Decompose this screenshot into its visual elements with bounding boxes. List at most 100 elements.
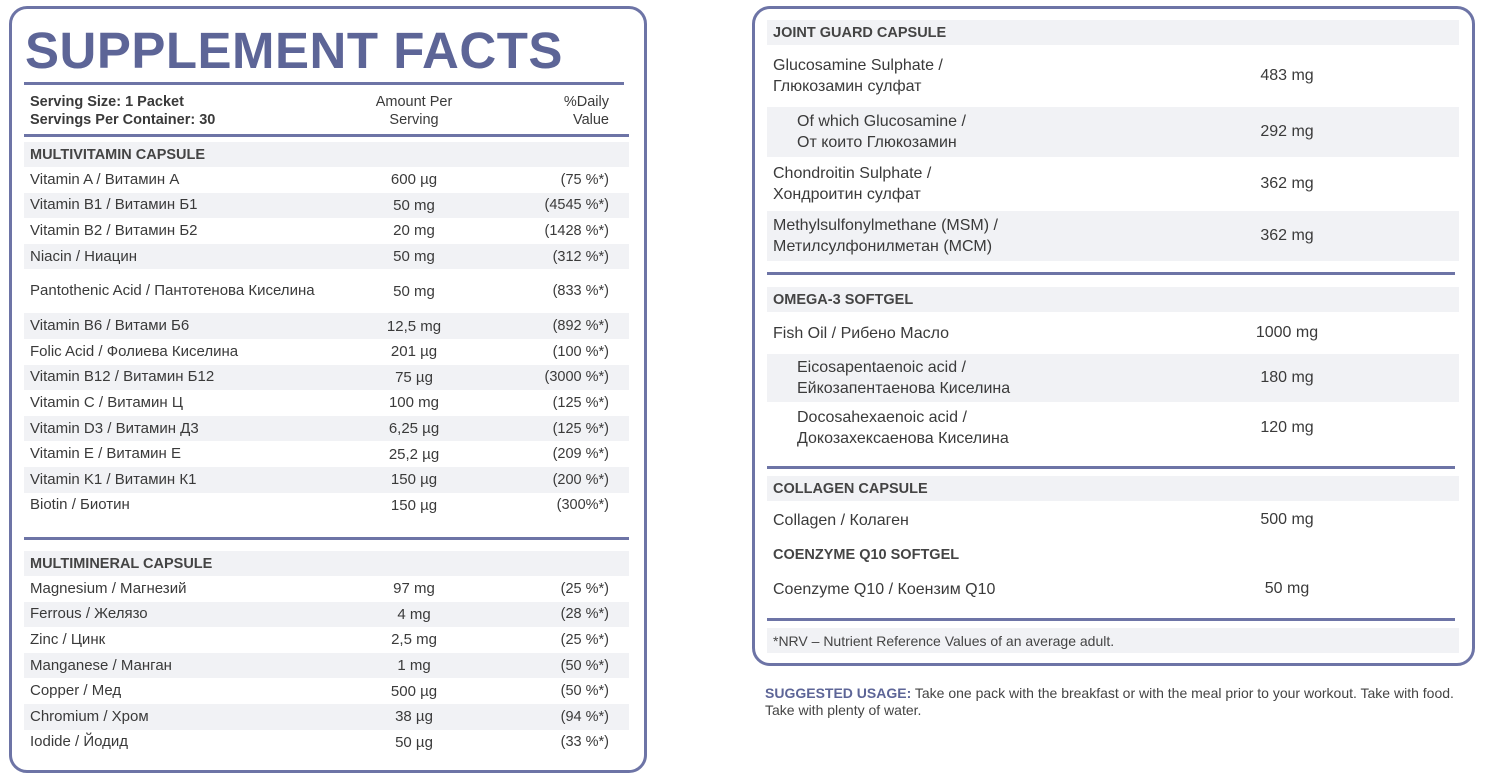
table-row: Of which Glucosamine / От които Глюкозами… — [767, 107, 1459, 157]
amount-per-serving: 500 µg — [390, 682, 438, 700]
table-row: Vitamin B2 / Витамин Б2 20 mg (1428 %*) — [24, 218, 629, 244]
table-row: Folic Acid / Фолиева Киселина 201 µg (100 … — [24, 339, 629, 365]
daily-value: (312 %*) — [552, 248, 609, 265]
table-row: Copper / Мед 500 µg (50 %*) — [24, 678, 629, 704]
daily-value: (892 %*) — [552, 318, 609, 335]
table-row: Eicosapentaenoic acid / Ейкозапентаенова … — [767, 354, 1459, 402]
nutrient-name: Vitamin B6 / Витами Б6 — [30, 317, 190, 335]
daily-value: (25 %*) — [560, 580, 609, 597]
daily-value: (833 %*) — [552, 283, 609, 300]
amount-per-serving: 25,2 µg — [388, 445, 440, 463]
table-row: Chromium / Хром 38 µg (94 %*) — [24, 703, 629, 730]
table-row: Vitamin D3 / Витамин Д3 6,25 µg (125 %*) — [24, 415, 629, 442]
usage-text: Take one pack with the breakfast or with… — [765, 685, 1454, 718]
table-row: Coenzyme Q10 / Коензим Q10 50 mg — [767, 569, 1459, 609]
amount-per-serving: 362 mg — [1260, 227, 1314, 244]
table-row: Vitamin K1 / Витамин К1 150 µg (200 %*) — [24, 466, 629, 493]
amount-per-serving: 150 µg — [390, 496, 438, 514]
name-en: Coenzyme Q10 / Коензим Q10 — [773, 580, 996, 598]
table-row: Iodide / Йодид 50 µg (33 %*) — [24, 730, 629, 756]
name-bg: Глюкозамин сулфат — [773, 78, 922, 95]
daily-value: (125 %*) — [552, 394, 609, 411]
nutrient-name: Biotin / Биотин — [30, 496, 130, 514]
multivitamin-section: MULTIVITAMIN CAPSULE Vitamin A / Витамин… — [24, 142, 629, 518]
table-row: Chondroitin Sulphate / Хондроитин сулфат 3… — [767, 159, 1459, 209]
nutrient-name: Folic Acid / Фолиева Киселина — [30, 342, 239, 360]
divider — [767, 466, 1455, 469]
table-row: Manganese / Манган 1 mg (50 %*) — [24, 652, 629, 679]
daily-value: (300%*) — [556, 497, 609, 514]
table-row: Vitamin A / Витамин А 600 µg (75 %*) — [24, 167, 629, 193]
multimineral-section: MULTIMINERAL CAPSULE Magnesium / Магнези… — [24, 551, 629, 755]
amount-per-serving: 38 µg — [395, 708, 433, 726]
amount-per-serving: 150 µg — [390, 471, 438, 489]
table-row: Magnesium / Магнезий 97 mg (25 %*) — [24, 576, 629, 602]
table-row: Methylsulfonylmethane (MSM) / Метилсулфон… — [767, 211, 1459, 261]
daily-value: (3000 %*) — [544, 369, 609, 386]
nutrient-name: Eicosapentaenoic acid / Ейкозапентаенова … — [767, 357, 1197, 399]
daily-value: (4545 %*) — [544, 197, 609, 214]
divider — [767, 272, 1455, 275]
name-en: Fish Oil / Рибено Масло — [773, 324, 950, 342]
nutrient-name: Chromium / Хром — [30, 707, 149, 725]
serving-header: Serving Size: 1 Packet Servings Per Conta… — [24, 93, 629, 129]
table-row: Ferrous / Желязо 4 mg (28 %*) — [24, 601, 629, 628]
nutrient-name: Glucosamine Sulphate / Глюкозамин сулфат — [767, 55, 1197, 97]
amount-per-serving: 20 mg — [393, 222, 435, 240]
table-row: Biotin / Биотин 150 µg (300%*) — [24, 493, 629, 519]
supplement-facts-panel-2: JOINT GUARD CAPSULE Glucosamine Sulphate … — [752, 6, 1475, 666]
amount-per-serving: 483 mg — [1260, 67, 1314, 84]
nutrient-name: Vitamin C / Витамин Ц — [30, 393, 183, 411]
nutrient-name: Iodide / Йодид — [30, 733, 129, 751]
amount-per-serving: 50 µg — [395, 733, 433, 751]
name-en: Glucosamine Sulphate / — [773, 57, 943, 74]
amount-per-serving: 50 mg — [393, 196, 435, 214]
table-row: Vitamin B6 / Витами Б6 12,5 mg (892 %*) — [24, 313, 629, 339]
nutrient-name: Of which Glucosamine / От които Глюкозами… — [767, 111, 1197, 153]
table-row: Collagen / Колаген 500 mg — [767, 503, 1459, 537]
daily-value: (209 %*) — [552, 446, 609, 463]
amount-per-serving: 50 mg — [393, 282, 435, 300]
name-bg: Ейкозапентаенова Киселина — [797, 380, 1011, 397]
amount-per-serving: 50 mg — [393, 248, 435, 266]
nutrient-name: Methylsulfonylmethane (MSM) / Метилсулфон… — [767, 215, 1197, 257]
amount-per-serving: 1000 mg — [1255, 324, 1319, 341]
amount-per-serving: 292 mg — [1260, 123, 1314, 140]
name-en: Methylsulfonylmethane (MSM) / — [773, 217, 998, 234]
nutrient-name: Ferrous / Желязо — [30, 605, 148, 623]
daily-value: (75 %*) — [560, 171, 609, 188]
nutrient-name: Pantothenic Acid / Пантотенова Киселина — [30, 282, 315, 300]
page-title: SUPPLEMENT FACTS — [25, 22, 563, 79]
table-row: Vitamin E / Витамин Е 25,2 µg (209 %*) — [24, 441, 629, 467]
servings-per-container: Servings Per Container: 30 — [30, 112, 216, 128]
usage-label: SUGGESTED USAGE: — [765, 685, 912, 701]
name-bg: Хондроитин сулфат — [773, 186, 921, 203]
coenzyme-section: COENZYME Q10 SOFTGEL Coenzyme Q10 / Коенз… — [767, 542, 1459, 609]
serving-size: Serving Size: 1 Packet — [30, 94, 184, 110]
nutrient-name: Fish Oil / Рибено Масло — [767, 323, 1197, 344]
daily-value: (33 %*) — [560, 734, 609, 751]
daily-value: (50 %*) — [560, 657, 609, 674]
table-row: Docosahexaenoic acid / Докозахексаенова К… — [767, 404, 1459, 452]
amount-per-serving: 97 mg — [393, 580, 435, 598]
omega-section: OMEGA-3 SOFTGEL Fish Oil / Рибено Масло 10… — [767, 287, 1459, 452]
table-row: Vitamin C / Витамин Ц 100 mg (125 %*) — [24, 390, 629, 416]
daily-value: (1428 %*) — [544, 222, 609, 239]
daily-value: (200 %*) — [552, 471, 609, 488]
suggested-usage: SUGGESTED USAGE: Take one pack with the … — [765, 685, 1465, 719]
divider — [24, 82, 624, 85]
amount-per-serving: 201 µg — [390, 343, 438, 361]
daily-value: (100 %*) — [552, 343, 609, 360]
name-en: Docosahexaenoic acid / — [797, 409, 967, 426]
table-row: Vitamin B12 / Витамин Б12 75 µg (3000 %*) — [24, 364, 629, 391]
supplement-facts-panel: SUPPLEMENT FACTS Serving Size: 1 Packet S… — [9, 6, 647, 773]
amount-per-serving: 12,5 mg — [386, 317, 442, 335]
daily-value: (125 %*) — [552, 420, 609, 437]
table-row: Glucosamine Sulphate / Глюкозамин сулфат 4… — [767, 47, 1459, 105]
name-bg: Метилсулфонилметан (МСМ) — [773, 238, 993, 255]
dv-header: %Daily — [563, 94, 609, 110]
name-bg: Докозахексаенова Киселина — [797, 430, 1009, 447]
section-title: MULTIMINERAL CAPSULE — [24, 551, 629, 576]
amount-per-serving: 120 mg — [1260, 419, 1314, 436]
section-title: COENZYME Q10 SOFTGEL — [767, 542, 1459, 567]
